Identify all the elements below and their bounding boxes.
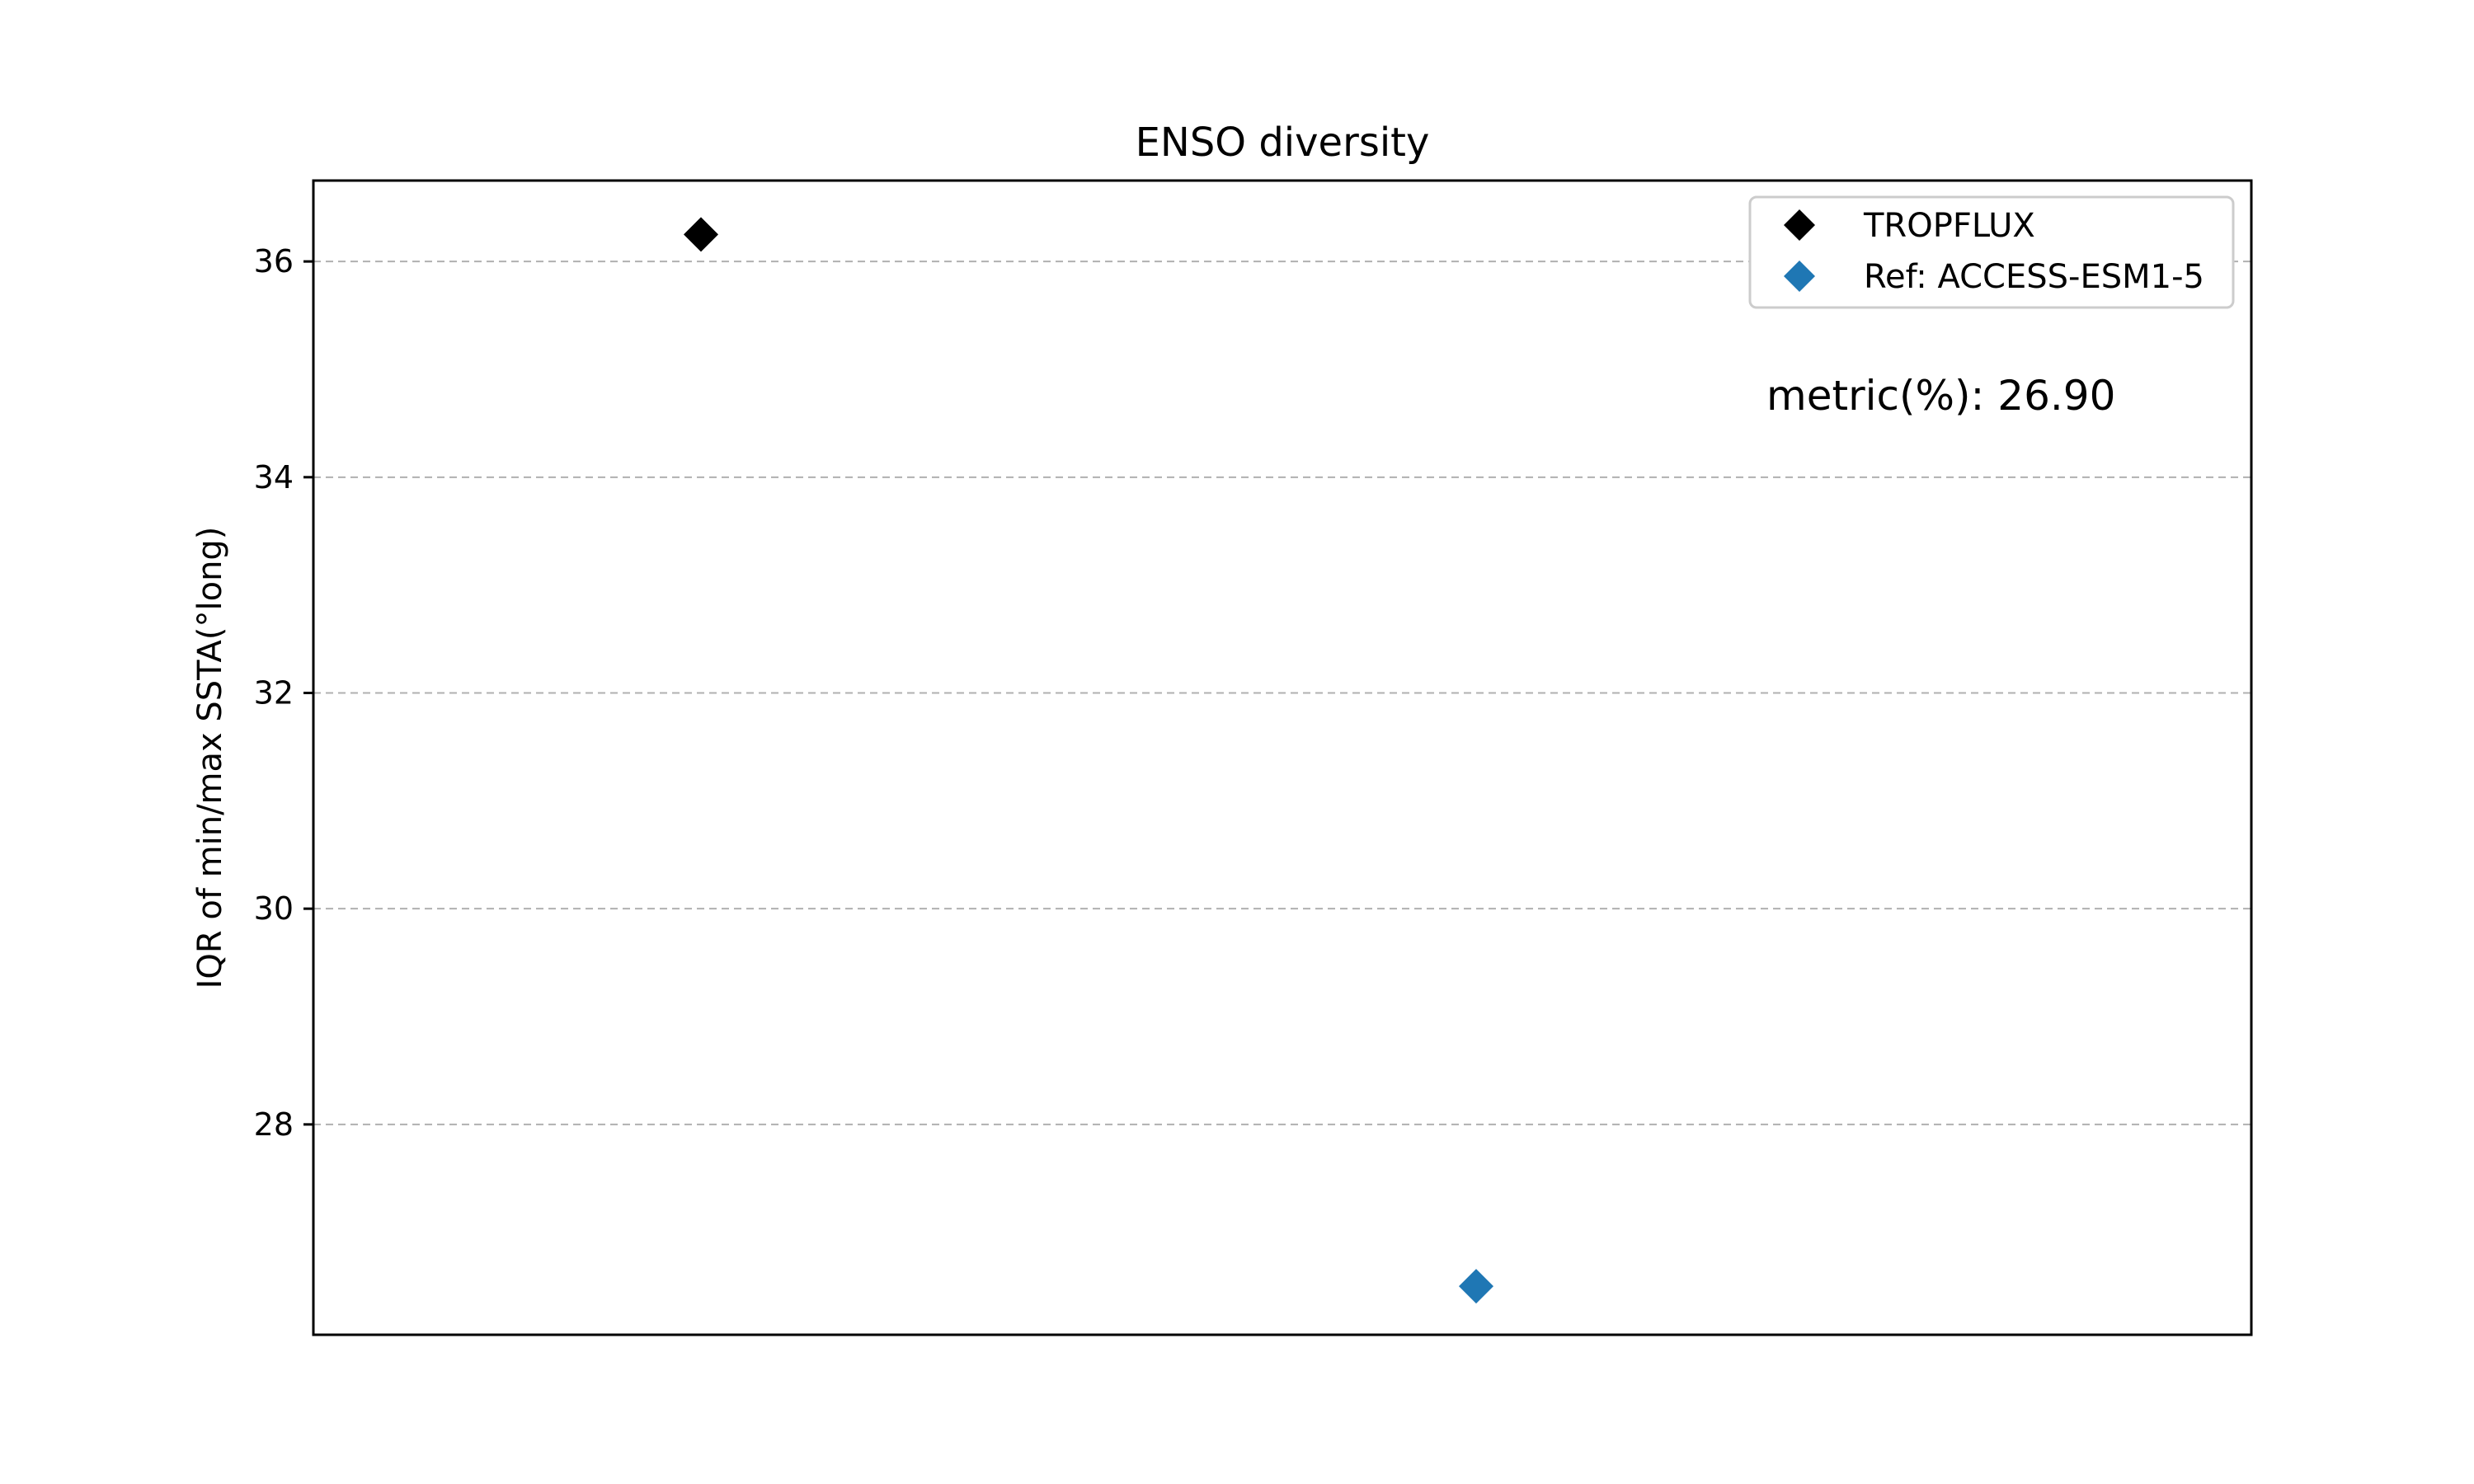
y-tick-label: 28 [254,1106,294,1143]
legend-label: TROPFLUX [1863,207,2035,245]
metric-annotation: metric(%): 26.90 [1766,372,2115,420]
chart-title: ENSO diversity [1136,120,1430,166]
data-point-ref-access-esm1-5 [1459,1269,1493,1304]
plot-frame [312,179,2253,1336]
y-tick-label: 34 [254,459,294,495]
y-axis-label: IQR of min/max SSTA(°long) [191,527,229,989]
legend: TROPFLUX Ref: ACCESS-ESM1-5 [1748,195,2235,309]
legend-label: Ref: ACCESS-ESM1-5 [1864,258,2204,296]
legend-marker [1784,209,1815,241]
y-tick-label: 36 [254,243,294,279]
data-point-tropflux [684,217,718,252]
y-tick-label: 32 [254,674,294,711]
legend-box [1748,195,2235,309]
data-points [684,217,1493,1304]
legend-marker [1784,261,1815,292]
y-axis-ticks: 28 30 32 34 36 [254,243,313,1143]
grid-lines [313,261,2251,1125]
y-tick-label: 30 [254,890,294,927]
